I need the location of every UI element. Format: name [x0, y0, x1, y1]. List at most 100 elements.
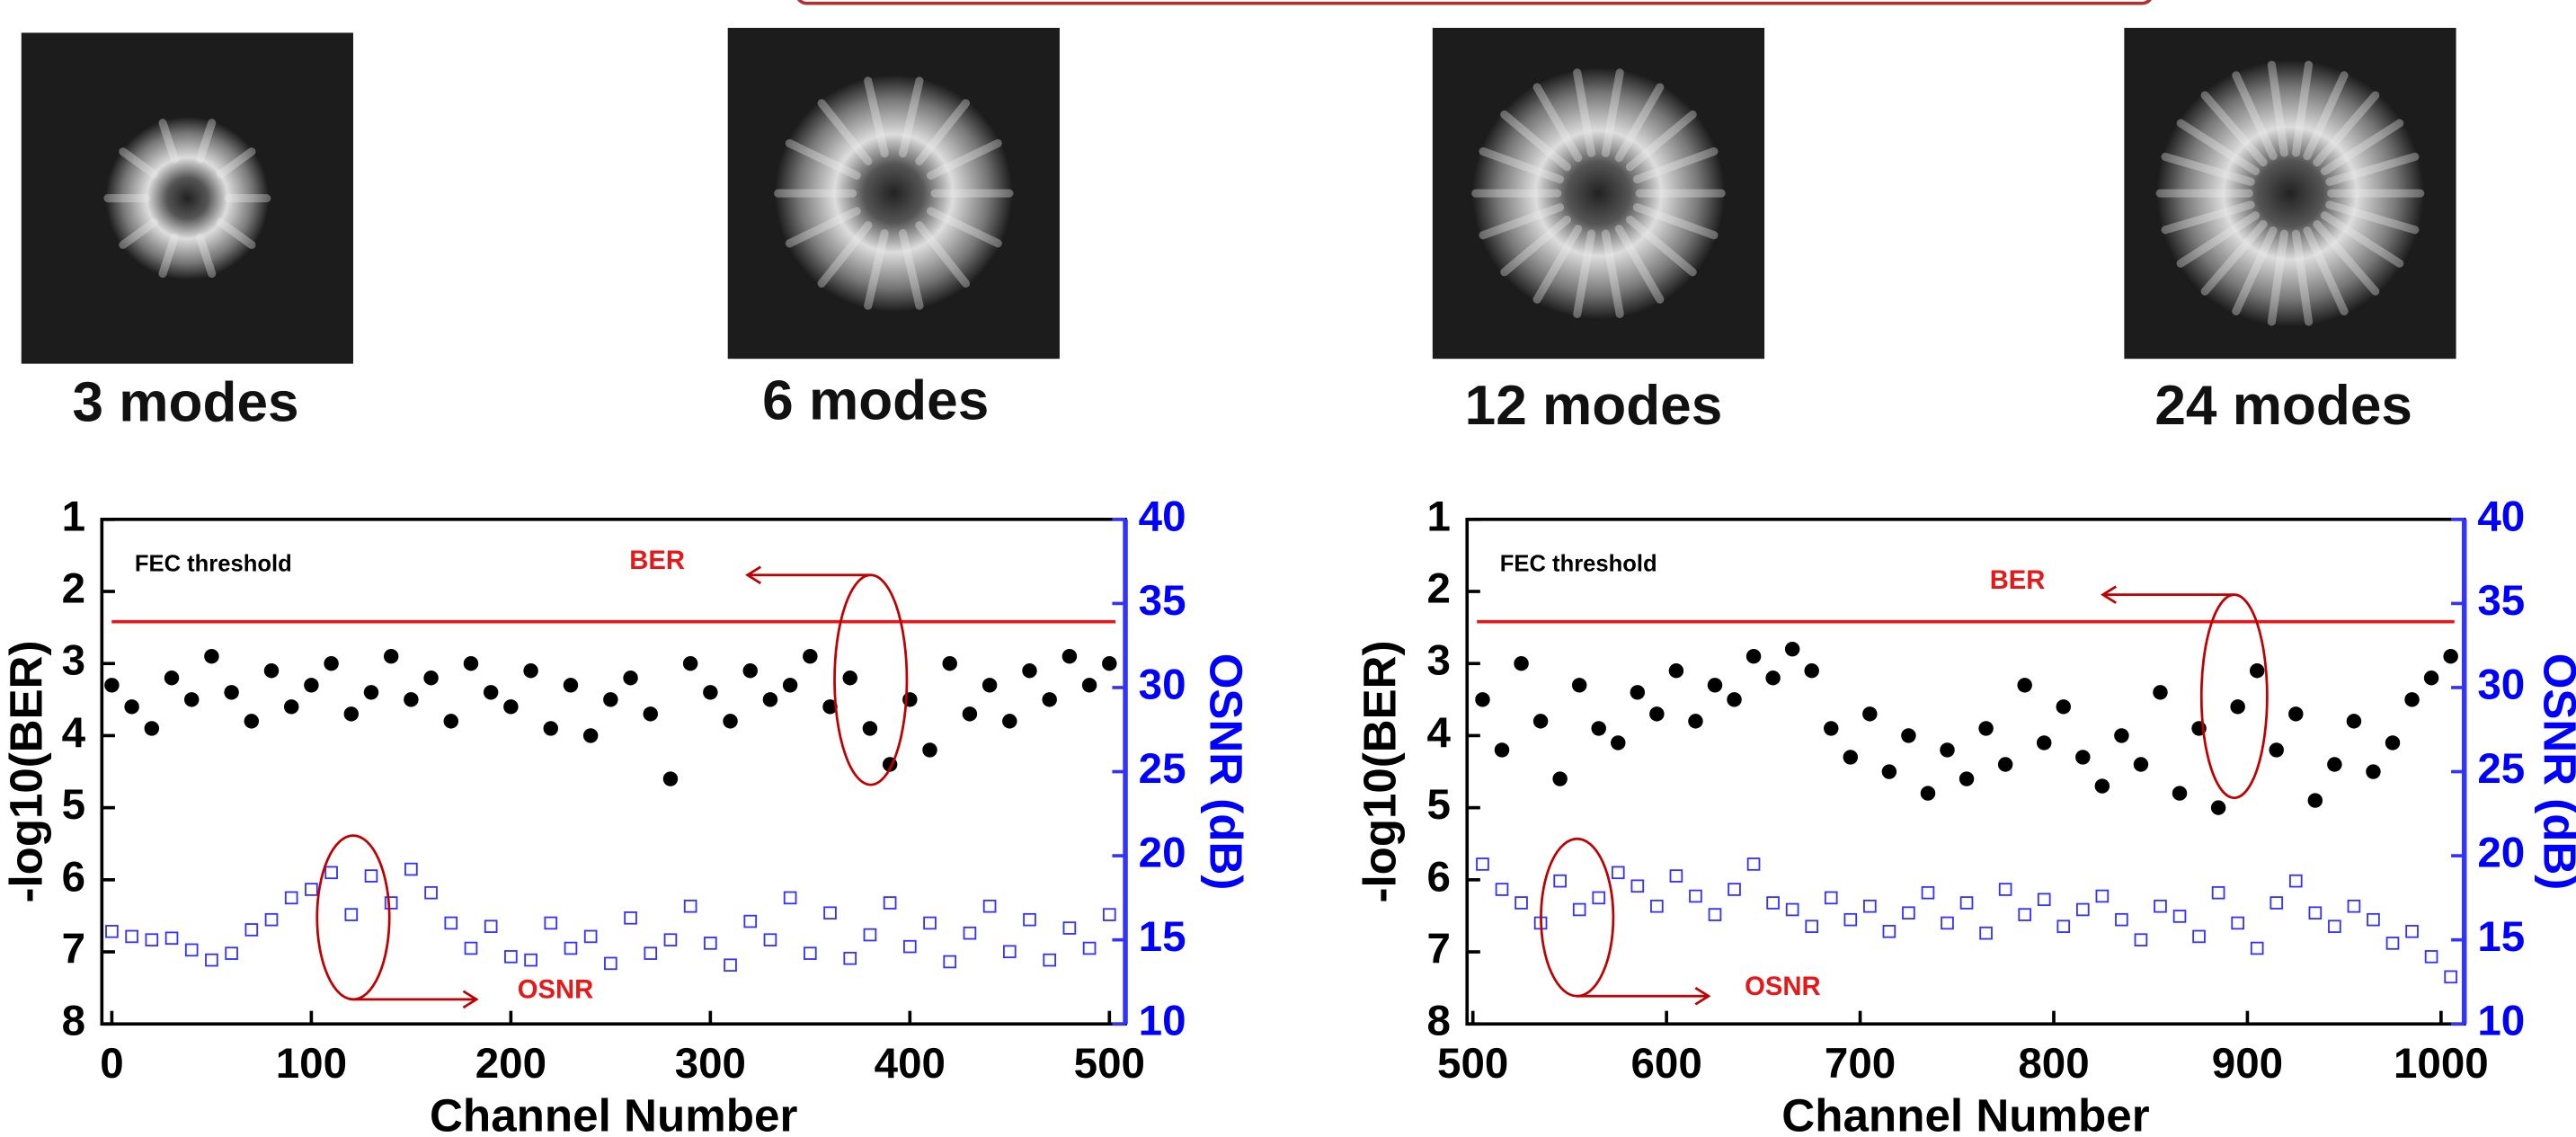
x-tick-label: 700 — [1825, 1040, 1896, 1088]
osnr-point — [1043, 953, 1057, 967]
osnr-point — [1708, 908, 1722, 921]
y-tick-label: 8 — [62, 998, 85, 1045]
ber-point — [623, 671, 638, 686]
y2-tick-label: 35 — [1139, 577, 1186, 625]
osnr-point — [704, 937, 717, 950]
mode-spoke — [817, 99, 873, 166]
mode-spoke — [1601, 229, 1624, 318]
ber-point — [1081, 678, 1097, 693]
osnr-point — [2018, 908, 2031, 921]
osnr-point — [404, 862, 418, 876]
y-tick-label: 5 — [62, 781, 85, 829]
osnr-point — [644, 946, 658, 960]
osnr-point — [1902, 906, 1915, 920]
osnr-point — [2134, 933, 2148, 946]
series-annotation: OSNR — [518, 976, 593, 1005]
osnr-point — [863, 928, 877, 942]
osnr-point — [2095, 889, 2110, 903]
ber-point — [803, 648, 818, 664]
ber-point — [244, 714, 260, 729]
mode-spoke — [216, 147, 256, 179]
ber-point — [643, 706, 658, 722]
mode-spoke — [1479, 203, 1565, 240]
ber-point — [324, 656, 339, 671]
osnr-point — [663, 933, 678, 946]
x-tick-label: 1000 — [2394, 1040, 2489, 1088]
mode-spoke — [158, 119, 179, 164]
mode-spoke — [1573, 229, 1596, 318]
mode-spoke — [2303, 226, 2349, 315]
highlight-ellipse — [315, 834, 391, 1001]
ber-point — [982, 678, 998, 693]
y-tick-label: 4 — [62, 709, 86, 757]
ber-point — [723, 714, 738, 729]
mode-spoke — [1614, 224, 1665, 304]
mode-spoke — [785, 207, 861, 248]
ber-point — [2423, 671, 2439, 686]
mode-spoke — [119, 218, 158, 249]
osnr-point — [2405, 925, 2419, 938]
ber-point — [2443, 648, 2458, 664]
x-tick-label: 300 — [675, 1040, 746, 1088]
osnr-point — [444, 916, 458, 930]
x-tick-label: 900 — [2212, 1040, 2283, 1088]
ber-point — [603, 692, 618, 707]
osnr-point — [1023, 912, 1036, 927]
ber-point — [862, 721, 878, 736]
osnr-point — [883, 896, 897, 910]
ber-point — [1978, 721, 1994, 736]
osnr-point — [1843, 912, 1858, 927]
y-axis-title: -log10(BER) — [1354, 641, 1405, 903]
ber-point — [363, 685, 379, 700]
osnr-point — [324, 866, 338, 880]
ber-point — [703, 685, 718, 700]
osnr-point — [1766, 896, 1780, 910]
y-tick-label: 6 — [62, 853, 85, 901]
ber-point — [1532, 714, 1549, 729]
ber-point — [144, 721, 160, 736]
ber-point — [463, 656, 479, 671]
osnr-point — [1689, 889, 1702, 903]
osnr-point — [544, 916, 558, 930]
mode-spoke — [195, 119, 217, 164]
osnr-point — [2172, 910, 2187, 923]
ber-point — [942, 656, 957, 671]
ber-point — [2307, 793, 2323, 808]
ber-point — [2269, 742, 2284, 758]
ber-point — [343, 706, 360, 722]
ber-point — [1571, 678, 1587, 693]
ber-point — [383, 648, 399, 664]
x-tick-label: 200 — [475, 1040, 546, 1088]
ber-point — [104, 678, 120, 693]
ber-point — [742, 663, 758, 679]
osnr-point — [1102, 908, 1116, 921]
mode-label: 12 modes — [1465, 375, 1723, 437]
mode-spoke — [2325, 200, 2420, 235]
mode-spoke — [2313, 91, 2380, 167]
threshold-label: FEC threshold — [1500, 552, 1657, 577]
mode-spoke — [1479, 147, 1565, 184]
mode-spoke — [2161, 200, 2255, 235]
plot-frame — [100, 517, 1127, 1026]
mode-spoke — [2291, 229, 2314, 326]
osnr-point — [923, 916, 937, 930]
y-tick-label: 8 — [1427, 998, 1451, 1045]
osnr-point — [1630, 879, 1645, 893]
ber-point — [842, 671, 857, 686]
ber-point — [1920, 786, 1936, 801]
osnr-point — [344, 908, 359, 921]
mode-spoke — [864, 76, 889, 158]
ber-point — [483, 685, 499, 700]
mode-spoke — [2320, 211, 2404, 268]
osnr-point — [1785, 902, 1799, 917]
x-axis-title: Channel Number — [430, 1089, 797, 1137]
mode-spoke — [817, 221, 873, 288]
mode-spoke — [2176, 119, 2261, 176]
osnr-point — [2444, 970, 2457, 984]
mode-label: 6 modes — [762, 370, 989, 432]
mode-spoke — [216, 218, 256, 249]
ber-point — [1002, 714, 1017, 729]
ber-point — [922, 742, 937, 758]
ber-point — [2404, 692, 2420, 707]
